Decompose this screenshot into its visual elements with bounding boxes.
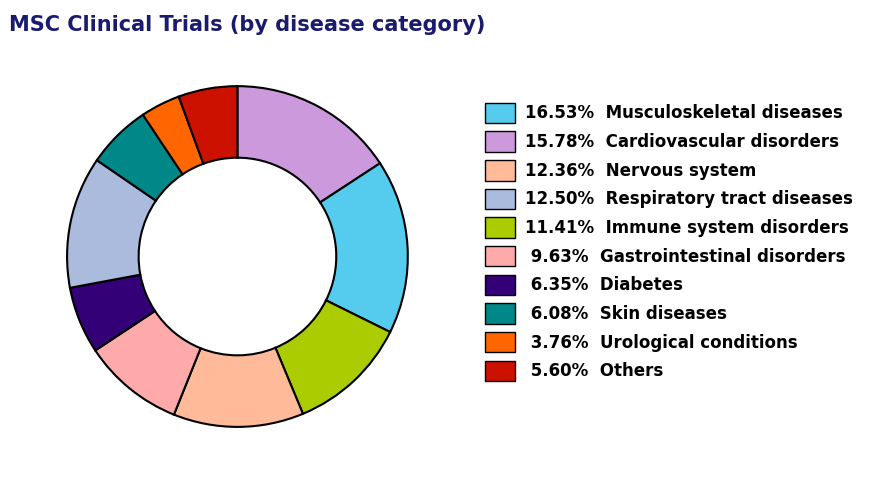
Legend: 16.53%  Musculoskeletal diseases, 15.78%  Cardiovascular disorders, 12.36%  Nerv: 16.53% Musculoskeletal diseases, 15.78% … [478, 96, 860, 388]
Wedge shape [95, 311, 201, 415]
Wedge shape [174, 348, 303, 427]
Wedge shape [143, 97, 203, 174]
Wedge shape [275, 301, 390, 414]
Wedge shape [67, 160, 156, 288]
Wedge shape [320, 163, 408, 332]
Wedge shape [178, 86, 237, 164]
Wedge shape [97, 115, 183, 201]
Wedge shape [237, 86, 380, 202]
Text: MSC Clinical Trials (by disease category): MSC Clinical Trials (by disease category… [9, 15, 486, 34]
Wedge shape [70, 274, 155, 350]
